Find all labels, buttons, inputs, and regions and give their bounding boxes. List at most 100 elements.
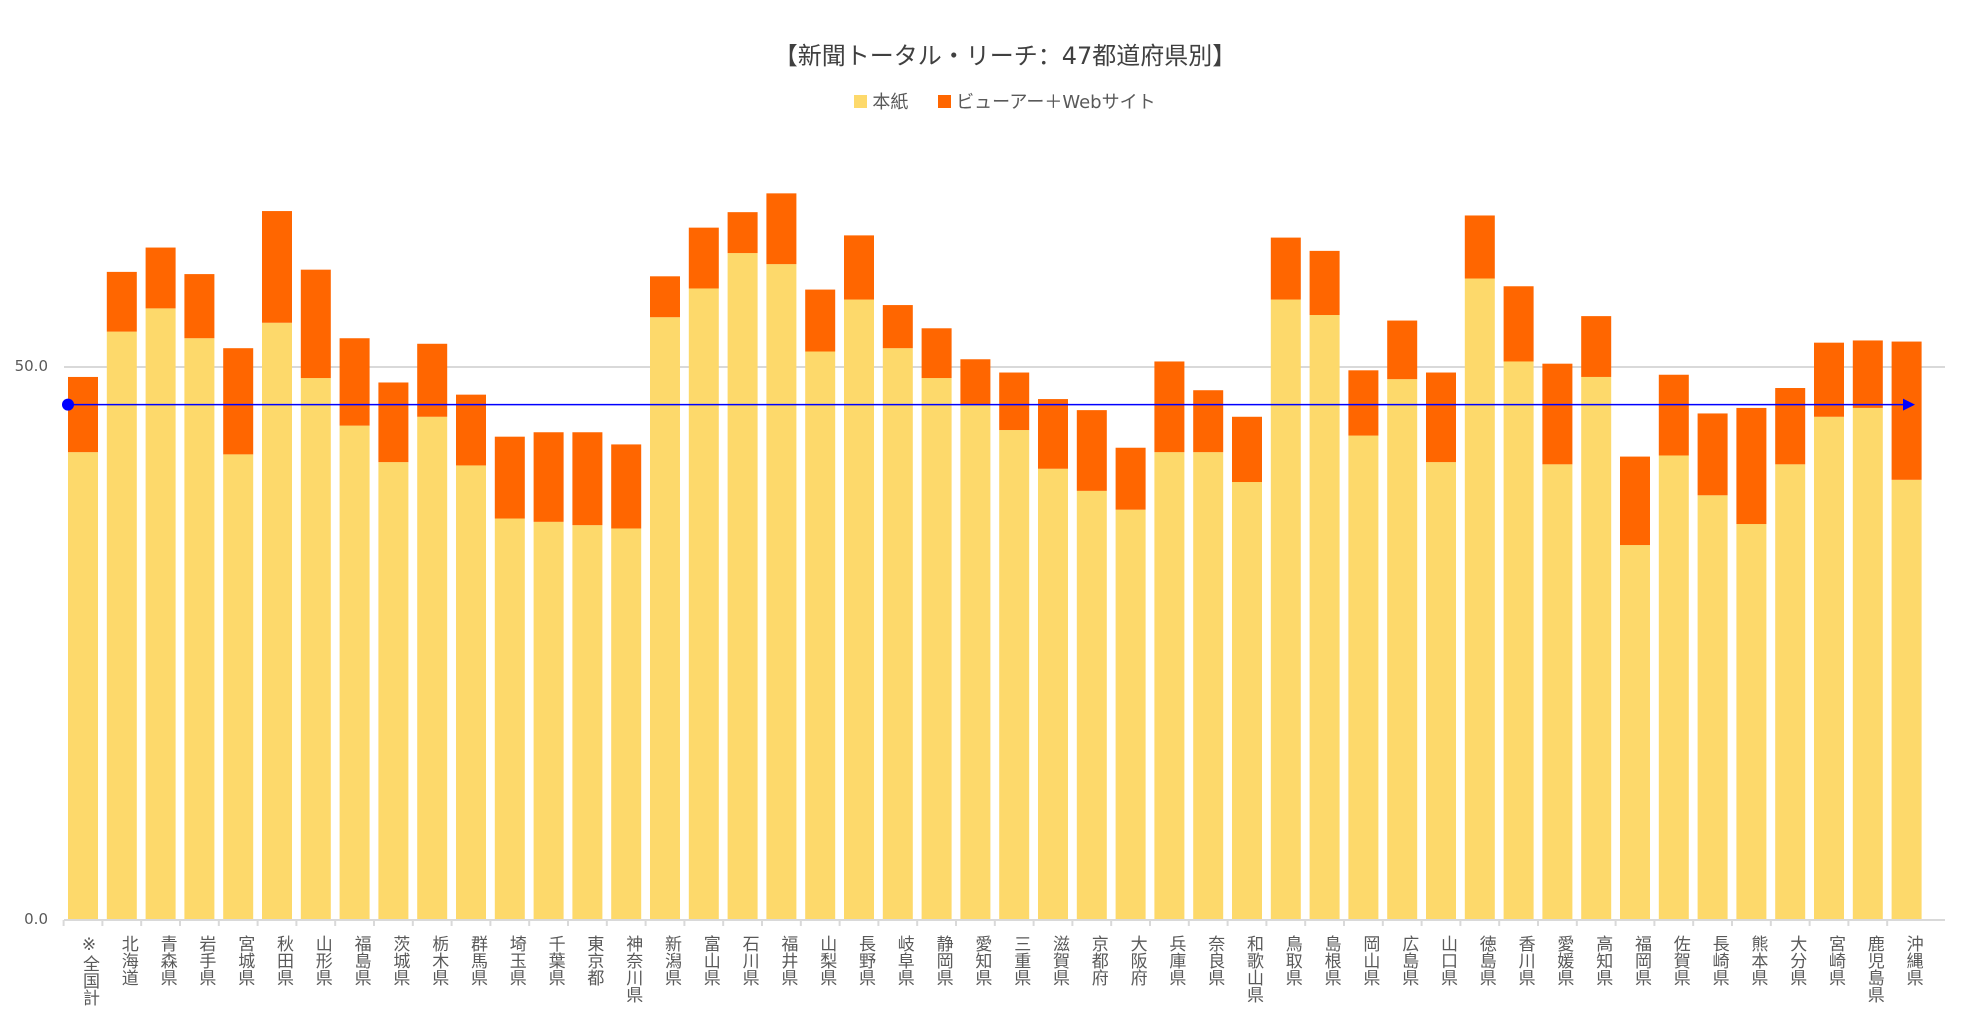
bar-web xyxy=(1736,407,1767,525)
bar-paper xyxy=(1426,462,1456,920)
x-tick-label: 熊本県 xyxy=(1747,935,1768,986)
bar-web xyxy=(1891,341,1922,480)
bar-paper xyxy=(378,462,409,920)
bar-paper xyxy=(1076,490,1107,920)
bar-paper xyxy=(1542,464,1573,920)
bar-web xyxy=(417,343,448,417)
bar-paper xyxy=(456,465,486,920)
x-tick-label: 長野県 xyxy=(855,935,875,986)
reference-line-arrow-icon xyxy=(1903,398,1915,411)
bar-paper xyxy=(223,454,254,920)
bar-paper xyxy=(1891,479,1922,920)
bar-web xyxy=(494,436,525,519)
x-tick-label: 滋賀県 xyxy=(1049,935,1069,986)
x-tick-label: 茨城県 xyxy=(389,935,410,986)
bar-paper xyxy=(184,338,215,920)
x-tick-label: 沖縄県 xyxy=(1902,935,1923,986)
bar-web xyxy=(1348,370,1379,436)
x-tick-label: 兵庫県 xyxy=(1165,935,1186,986)
bar-paper xyxy=(494,518,525,920)
x-tick-label: 鳥取県 xyxy=(1281,935,1302,986)
bar-paper xyxy=(262,322,292,920)
bar-web xyxy=(1076,410,1107,491)
bar-web xyxy=(960,359,991,405)
bar-web xyxy=(1193,390,1224,453)
bar-web xyxy=(1658,374,1689,456)
bar-web xyxy=(999,372,1030,431)
bar-paper xyxy=(533,521,564,920)
bar-paper xyxy=(766,264,797,921)
bar-paper xyxy=(727,253,758,920)
x-tick-label: 鹿児島県 xyxy=(1863,935,1884,1003)
bar-paper xyxy=(145,308,176,921)
x-tick-label: 岐阜県 xyxy=(893,935,914,986)
bar-web xyxy=(805,289,836,352)
x-tick-label: 山形県 xyxy=(311,935,332,986)
x-tick-label: 大阪府 xyxy=(1126,935,1147,986)
bar-web xyxy=(300,269,331,379)
bar-paper xyxy=(339,425,370,920)
x-tick-label: 埼玉県 xyxy=(505,935,526,986)
legend-label-web: ビューアー＋Webサイト xyxy=(956,92,1156,113)
bar-paper xyxy=(1193,452,1224,920)
bar-paper xyxy=(1697,495,1728,920)
bar-paper xyxy=(1270,299,1301,920)
bar-web xyxy=(184,274,215,339)
bar-paper xyxy=(844,299,874,920)
x-tick-label: 岩手県 xyxy=(195,935,216,986)
bar-web xyxy=(727,212,758,254)
bar-web xyxy=(1154,361,1185,453)
bar-web xyxy=(262,211,292,323)
x-tick-label: 北海道 xyxy=(117,935,138,986)
bar-web xyxy=(223,348,254,455)
x-tick-label: 秋田県 xyxy=(273,935,293,986)
bar-paper xyxy=(882,348,913,920)
bar-web xyxy=(1503,286,1534,362)
x-tick-label: 高知県 xyxy=(1592,935,1613,986)
legend-item-paper: 本紙 xyxy=(854,88,908,114)
x-tick-label: 大分県 xyxy=(1786,935,1807,986)
bar-web xyxy=(1814,342,1844,417)
bar-web xyxy=(106,271,137,332)
x-tick-label: 富山県 xyxy=(699,935,720,986)
x-tick-label: 福岡県 xyxy=(1631,935,1651,986)
x-tick-label: 静岡県 xyxy=(932,935,953,986)
bar-paper xyxy=(572,525,603,920)
x-tick-label: 青森県 xyxy=(156,935,177,986)
x-tick-label: 広島県 xyxy=(1398,935,1419,986)
x-tick-label: 神奈川県 xyxy=(622,935,643,1003)
bar-web xyxy=(1115,447,1146,510)
x-tick-label: 和歌山県 xyxy=(1243,935,1263,1003)
bar-paper xyxy=(417,416,448,920)
bar-web xyxy=(339,338,370,426)
bar-web xyxy=(688,227,719,289)
x-tick-label: 香川県 xyxy=(1514,935,1535,986)
bar-web xyxy=(1232,416,1262,483)
y-tick-label: 0.0 xyxy=(24,910,48,928)
bar-paper xyxy=(1775,464,1806,920)
bar-paper xyxy=(688,288,719,920)
bar-web xyxy=(921,328,952,379)
x-tick-label: 奈良県 xyxy=(1204,935,1225,986)
x-tick-label: 福島県 xyxy=(350,935,371,986)
bar-web xyxy=(766,193,797,265)
x-tick-label: 新潟県 xyxy=(661,935,681,986)
bar-paper xyxy=(960,404,991,920)
bar-paper xyxy=(1154,452,1185,920)
bar-web xyxy=(844,235,874,300)
bar-web xyxy=(456,394,486,466)
bar-web xyxy=(882,305,913,349)
x-tick-label: 群馬県 xyxy=(467,935,487,986)
bar-web xyxy=(1426,372,1456,463)
bar-web xyxy=(533,432,564,522)
bar-web xyxy=(1581,316,1612,377)
bar-web xyxy=(1309,250,1340,316)
x-tick-label: 宮崎県 xyxy=(1825,935,1845,986)
x-tick-label: 山梨県 xyxy=(816,935,837,986)
bar-paper xyxy=(1620,545,1650,920)
bar-paper xyxy=(1309,315,1340,920)
bar-paper xyxy=(921,378,952,920)
x-tick-label: 三重県 xyxy=(1010,935,1031,986)
bar-web xyxy=(650,276,680,318)
